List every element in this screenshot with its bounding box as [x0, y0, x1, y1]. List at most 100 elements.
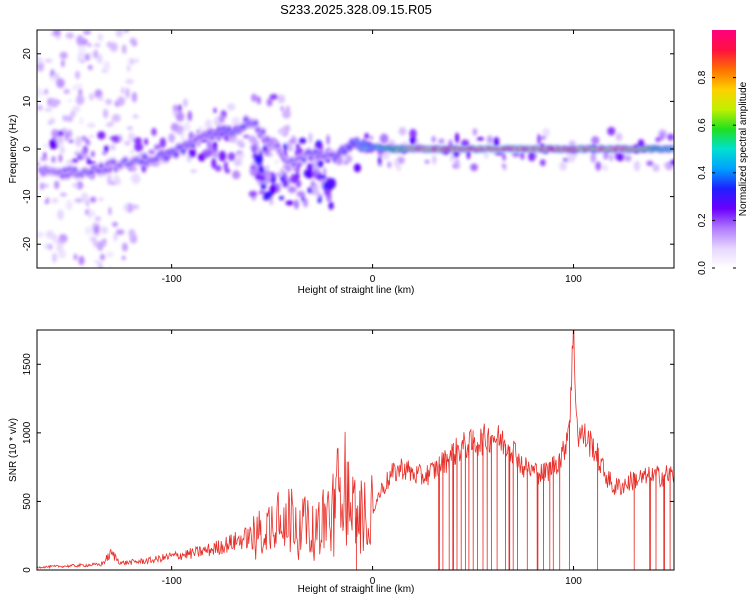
- spectrogram-noise-blob: [364, 133, 370, 139]
- spectrogram-noise-blob: [85, 138, 90, 145]
- spectrogram-noise-blob: [75, 94, 85, 106]
- spectrogram-noise-blob: [159, 137, 166, 149]
- spectrogram-noise-blob: [290, 173, 296, 184]
- colorbar-tick-label: 0.0: [697, 261, 708, 275]
- spectrogram-noise-blob: [100, 226, 109, 234]
- spectrogram-noise-blob: [431, 136, 436, 143]
- spectrogram-noise-blob: [44, 107, 53, 112]
- spectrogram-noise-blob: [214, 165, 222, 172]
- spectrogram-noise-blob: [111, 181, 116, 185]
- spectrogram-noise-blob: [37, 56, 43, 64]
- spectrogram-noise-blob: [91, 150, 95, 158]
- spectrogram-noise-blob: [183, 121, 191, 131]
- spectrogram-y-tick-label: -10: [22, 189, 33, 204]
- spectrogram-noise-blob: [63, 89, 70, 94]
- spectrogram-noise-blob: [212, 151, 219, 159]
- spectrogram-noise-blob: [236, 153, 245, 160]
- spectrogram-noise-blob: [97, 53, 103, 64]
- spectrogram-noise-blob: [232, 170, 241, 180]
- spectrogram-noise-blob: [120, 87, 125, 95]
- spectrogram-noise-blob: [56, 78, 65, 89]
- spectrogram-noise-blob: [103, 108, 109, 119]
- spectrogram-noise-blob: [121, 255, 126, 260]
- spectrogram-noise-blob: [87, 43, 92, 47]
- spectrogram-ridge-core: [361, 141, 367, 146]
- colorbar-ticks: 0.0 0.2 0.4 0.6 0.8: [697, 70, 736, 275]
- spectrogram-noise-blob: [205, 148, 209, 156]
- spectrogram-noise-blob: [264, 150, 270, 157]
- spectrogram-noise-blob: [72, 105, 81, 113]
- spectrogram-x-tick-label: 0: [370, 274, 376, 285]
- spectrogram-ridge-core: [65, 173, 70, 178]
- spectrogram-noise-blob: [455, 132, 460, 144]
- spectrogram-noise-blob: [37, 175, 40, 182]
- spectrogram-noise-blob: [559, 161, 567, 171]
- spectrogram-ridge-core: [180, 149, 186, 153]
- spectrogram-noise-blob: [103, 60, 110, 72]
- spectrogram-noise-blob: [57, 141, 64, 148]
- spectrogram-ridge-core: [98, 164, 104, 168]
- spectrogram-y-label: Frequency (Hz): [8, 115, 19, 184]
- spectrogram-noise-blob: [520, 152, 525, 160]
- spectrogram-noise-blob: [37, 105, 43, 111]
- spectrogram-noise-blob: [45, 230, 55, 239]
- spectrogram-ridge-core: [301, 158, 307, 162]
- spectrogram-noise-blob: [128, 132, 135, 142]
- spectrogram-noise-blob: [74, 198, 84, 203]
- spectrogram-noise-blob: [438, 138, 445, 144]
- spectrogram-noise-blob: [74, 70, 81, 80]
- spectrogram-noise-blob: [503, 163, 507, 171]
- spectrogram-noise-blob: [103, 145, 109, 152]
- spectrogram-noise-blob: [328, 178, 336, 189]
- spectrogram-ridge-core: [190, 144, 196, 148]
- spectrogram-noise-blob: [285, 124, 291, 132]
- spectrogram-noise-blob: [591, 136, 600, 145]
- spectrogram-noise-blob: [59, 146, 65, 154]
- spectrogram-noise-blob: [76, 149, 80, 153]
- spectrogram-noise-blob: [81, 135, 87, 142]
- spectrogram-noise-blob: [175, 112, 185, 122]
- spectrogram-noise-blob: [94, 216, 101, 221]
- spectrogram-noise-blob: [111, 114, 121, 122]
- spectrogram-noise-blob: [151, 127, 157, 136]
- spectrogram-noise-blob: [58, 249, 66, 259]
- spectrogram-noise-blob: [88, 208, 92, 219]
- spectrogram-y-ticks: -20 -10 0 10 20: [22, 48, 674, 251]
- spectrogram-noise-blob: [258, 165, 265, 175]
- spectrogram-ridge-core: [253, 121, 258, 125]
- spectrogram-noise-blob: [84, 226, 92, 235]
- spectrogram-noise-blob: [68, 139, 74, 143]
- spectrogram-noise-blob: [51, 74, 55, 84]
- spectrogram-noise-blob: [609, 154, 613, 162]
- spectrogram-noise-blob: [294, 199, 299, 210]
- spectrogram-noise-blob: [89, 93, 95, 101]
- spectrogram-noise-blob: [223, 161, 228, 172]
- snr-x-label: Height of straight line (km): [298, 584, 415, 595]
- spectrogram-noise-blob: [57, 130, 64, 137]
- colorbar-tick-label: 0.2: [697, 213, 708, 227]
- spectrogram-noise-blob: [272, 176, 276, 185]
- spectrogram-noise-blob: [539, 159, 546, 167]
- spectrogram-noise-blob: [396, 164, 402, 171]
- spectrogram-noise-blob: [258, 189, 265, 195]
- spectrogram-noise-blob: [58, 154, 63, 163]
- spectrogram-noise-blob: [71, 183, 79, 188]
- spectrogram-noise-blob: [112, 221, 118, 227]
- spectrogram-noise-blob: [37, 231, 44, 238]
- spectrogram-noise-blob: [109, 144, 116, 151]
- spectrogram-noise-blob: [381, 151, 390, 160]
- spectrogram-noise-blob: [42, 183, 49, 188]
- spectrogram-noise-blob: [55, 135, 64, 144]
- spectrogram-noise-blob: [566, 152, 576, 163]
- spectrogram-noise-blob: [102, 151, 108, 156]
- spectrogram-noise-blob: [379, 133, 389, 144]
- spectrogram-y-tick-label: 0: [22, 146, 33, 152]
- spectrogram-noise-blob: [124, 141, 131, 146]
- spectrogram-noise-blob: [260, 180, 270, 185]
- spectrogram-noise-blob: [542, 128, 550, 137]
- spectrogram-noise-blob: [590, 152, 597, 164]
- spectrogram-noise-blob: [187, 110, 193, 122]
- spectrogram-noise-blob: [40, 157, 48, 161]
- spectrogram-noise-blob: [94, 260, 100, 264]
- spectrogram-noise-blob: [37, 87, 42, 98]
